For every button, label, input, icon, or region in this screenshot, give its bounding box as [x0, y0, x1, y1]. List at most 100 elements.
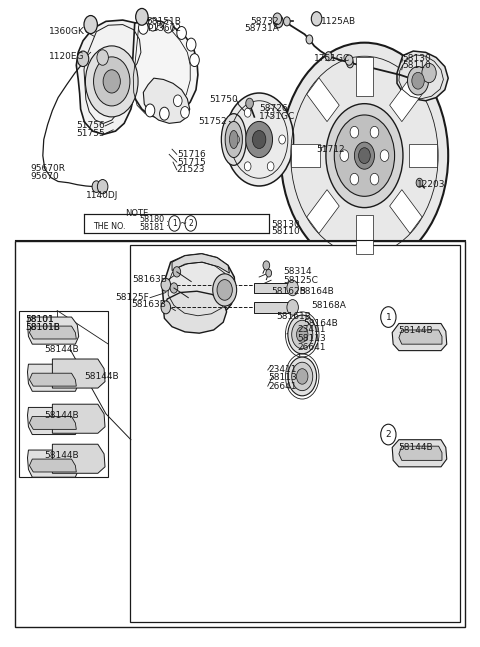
Text: 1751GC: 1751GC [314, 54, 350, 63]
Circle shape [180, 107, 189, 118]
Text: 58130: 58130 [403, 54, 432, 63]
Text: 95670: 95670 [30, 172, 59, 181]
Text: 51750: 51750 [209, 95, 238, 104]
Circle shape [213, 274, 237, 306]
Text: 23411: 23411 [269, 366, 297, 375]
Text: 12203: 12203 [417, 181, 445, 189]
Text: 58180: 58180 [140, 215, 165, 225]
Polygon shape [291, 144, 320, 168]
Text: 58164B: 58164B [303, 319, 338, 328]
Circle shape [246, 122, 273, 158]
Circle shape [281, 43, 448, 269]
Text: 58113: 58113 [269, 373, 298, 382]
Text: 51755: 51755 [76, 129, 105, 138]
Circle shape [334, 115, 395, 196]
Polygon shape [399, 446, 442, 461]
Polygon shape [52, 404, 105, 433]
Polygon shape [27, 408, 79, 435]
Circle shape [246, 98, 253, 109]
Polygon shape [397, 51, 448, 101]
Ellipse shape [229, 131, 238, 149]
Polygon shape [307, 190, 339, 234]
Circle shape [161, 301, 170, 314]
Polygon shape [392, 324, 447, 351]
Polygon shape [27, 364, 79, 391]
Circle shape [279, 135, 286, 144]
Polygon shape [408, 144, 437, 168]
Circle shape [312, 12, 322, 26]
Polygon shape [29, 459, 76, 472]
Circle shape [225, 93, 294, 186]
Text: 58113: 58113 [298, 334, 326, 344]
Polygon shape [356, 57, 373, 96]
Text: 58314: 58314 [283, 267, 312, 276]
Text: 58731A: 58731A [244, 24, 279, 33]
Text: 58101: 58101 [25, 315, 54, 324]
Circle shape [340, 150, 348, 162]
Text: 51756: 51756 [76, 122, 105, 131]
Circle shape [326, 104, 403, 208]
Circle shape [273, 13, 282, 25]
Polygon shape [390, 78, 422, 122]
Polygon shape [27, 317, 79, 344]
Text: 58144B: 58144B [84, 372, 119, 381]
Circle shape [163, 20, 173, 33]
Polygon shape [52, 444, 105, 474]
Text: 26641: 26641 [298, 343, 326, 352]
Circle shape [274, 15, 283, 28]
Text: 58130: 58130 [271, 219, 300, 228]
Circle shape [170, 283, 178, 293]
Circle shape [97, 50, 108, 65]
Circle shape [244, 108, 251, 117]
Ellipse shape [221, 114, 246, 166]
Circle shape [380, 150, 389, 162]
Polygon shape [144, 78, 190, 124]
Text: 1140DJ: 1140DJ [86, 191, 118, 200]
Text: 58144B: 58144B [398, 443, 432, 452]
Text: 2: 2 [385, 430, 391, 439]
Polygon shape [163, 291, 227, 333]
Text: 51712: 51712 [317, 145, 345, 154]
Text: 26641: 26641 [269, 382, 297, 391]
Circle shape [350, 173, 359, 185]
Circle shape [94, 57, 130, 106]
Polygon shape [52, 359, 105, 388]
Polygon shape [172, 254, 229, 273]
Circle shape [288, 315, 317, 354]
Polygon shape [356, 215, 373, 254]
Polygon shape [29, 326, 76, 339]
Text: 1120EG: 1120EG [49, 52, 84, 61]
Text: 58110: 58110 [271, 227, 300, 236]
Circle shape [84, 16, 97, 34]
Bar [15, 241, 465, 627]
Circle shape [408, 67, 429, 95]
Circle shape [148, 18, 157, 31]
Text: 51716: 51716 [177, 150, 205, 159]
Text: 58726: 58726 [259, 104, 288, 113]
Polygon shape [131, 20, 198, 118]
Polygon shape [392, 440, 447, 467]
Circle shape [370, 173, 379, 185]
Text: 95670R: 95670R [30, 164, 65, 173]
Circle shape [345, 55, 353, 65]
Bar [84, 214, 269, 233]
Circle shape [77, 51, 89, 67]
Polygon shape [390, 190, 422, 234]
Text: 58144B: 58144B [398, 326, 432, 335]
Circle shape [416, 178, 423, 187]
Polygon shape [29, 417, 76, 430]
Bar [254, 302, 293, 313]
Text: THE NO.: THE NO. [93, 222, 126, 231]
Text: 58181: 58181 [140, 223, 165, 232]
Circle shape [139, 21, 148, 34]
Text: 58163B: 58163B [131, 300, 166, 309]
Text: 58164B: 58164B [299, 287, 334, 296]
Circle shape [292, 320, 313, 349]
Text: NOTE: NOTE [125, 208, 149, 217]
Text: 58162B: 58162B [271, 287, 306, 296]
Circle shape [136, 8, 148, 25]
Polygon shape [307, 78, 339, 122]
Text: 58144B: 58144B [45, 345, 79, 355]
Polygon shape [76, 20, 149, 135]
Text: 58125F: 58125F [115, 293, 149, 302]
